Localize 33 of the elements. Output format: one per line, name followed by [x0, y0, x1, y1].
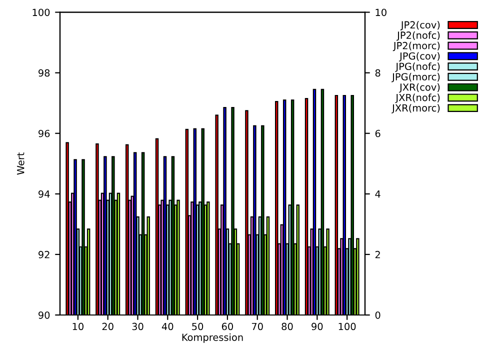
x-tick-label: 80	[282, 322, 293, 330]
x-tick-label: 40	[162, 322, 174, 330]
y2-tick-label: 6	[375, 130, 380, 138]
legend-label: JP2(nofc)	[396, 31, 440, 41]
legend-label: JPG(morc)	[392, 72, 440, 82]
y-axis-title: Wert	[17, 152, 24, 175]
legend-label: JP2(morc)	[392, 42, 440, 52]
legend-label: JXR(morc)	[392, 104, 440, 114]
x-tick-label: 100	[338, 322, 356, 330]
y2-tick-label: 4	[375, 190, 380, 198]
legend-label: JXR(cov)	[399, 83, 440, 93]
y2-tick-label: 0	[375, 311, 380, 319]
legend-label: JPG(nofc)	[395, 62, 440, 72]
x-tick-label: 50	[192, 322, 204, 330]
x-tick-label: 70	[252, 322, 263, 330]
x-axis-title: Kompression	[182, 333, 243, 343]
x-tick-label: 10	[72, 322, 84, 330]
y-tick-label: 100	[32, 8, 50, 16]
legend-label: JPG(cov)	[399, 52, 440, 62]
y-tick-label: 98	[38, 69, 50, 77]
x-tick-label: 90	[312, 322, 323, 330]
y2-tick-label: 8	[375, 69, 380, 77]
x-tick-label: 30	[132, 322, 144, 330]
y-tick-label: 96	[38, 130, 50, 138]
legend-label: JP2(cov)	[400, 21, 440, 30]
x-tick-label: 60	[222, 322, 233, 330]
y2-tick-label: 10	[376, 8, 386, 16]
x-tick-label: 20	[102, 322, 114, 330]
y-tick-label: 94	[38, 190, 50, 198]
y-tick-label: 90	[38, 311, 50, 319]
y-tick-label: 92	[38, 250, 50, 258]
y2-tick-label: 2	[375, 250, 380, 258]
legend-label: JXR(nofc)	[395, 94, 440, 104]
